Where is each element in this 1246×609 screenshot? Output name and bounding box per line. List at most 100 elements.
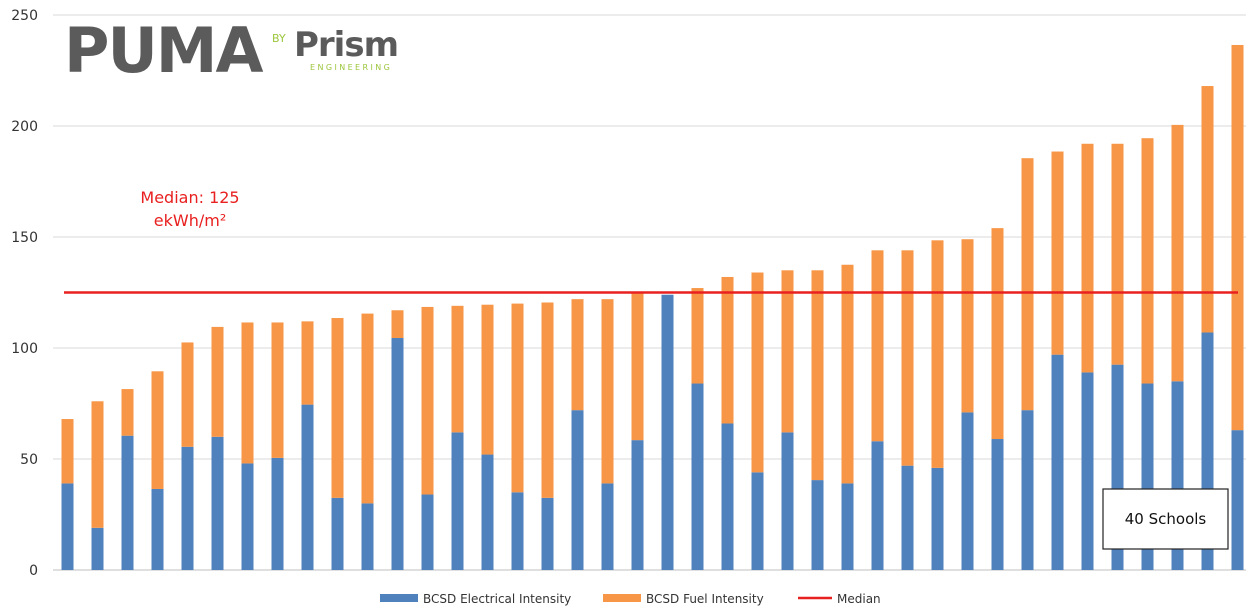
- bar-fuel-9: [301, 321, 314, 405]
- bar-fuel-25: [781, 270, 794, 433]
- legend-label-fuel: BCSD Fuel Intensity: [646, 592, 764, 606]
- legend-swatch-fuel: [603, 594, 641, 602]
- bar-electrical-15: [481, 454, 494, 570]
- bar-fuel-14: [451, 305, 464, 433]
- bar-fuel-27: [841, 264, 854, 484]
- bar-fuel-11: [361, 313, 374, 504]
- y-tick-label-250: 250: [11, 8, 38, 24]
- bar-fuel-12: [391, 310, 404, 339]
- legend: BCSD Electrical Intensity BCSD Fuel Inte…: [380, 592, 881, 606]
- bar-fuel-28: [871, 250, 884, 442]
- bar-fuel-34: [1051, 151, 1064, 355]
- bar-fuel-23: [721, 276, 734, 424]
- bar-electrical-19: [601, 483, 614, 570]
- y-tick-label-150: 150: [11, 230, 38, 246]
- bar-fuel-36: [1111, 143, 1124, 365]
- y-tick-label-200: 200: [11, 119, 38, 135]
- bar-electrical-14: [451, 432, 464, 570]
- bar-electrical-32: [991, 439, 1004, 570]
- logo-by-text: BY: [272, 32, 286, 45]
- legend-label-electrical: BCSD Electrical Intensity: [423, 592, 571, 606]
- bar-electrical-10: [331, 497, 344, 570]
- bar-fuel-24: [751, 272, 764, 473]
- bar-electrical-16: [511, 492, 524, 570]
- bar-fuel-16: [511, 303, 524, 493]
- bar-fuel-3: [121, 389, 134, 436]
- bars: [61, 44, 1244, 570]
- bar-electrical-22: [691, 383, 704, 570]
- bar-fuel-37: [1141, 138, 1154, 384]
- bar-electrical-23: [721, 423, 734, 570]
- legend-swatch-electrical: [380, 594, 418, 602]
- bar-electrical-1: [61, 483, 74, 570]
- school-count-label: 40 Schools: [1125, 510, 1207, 528]
- bar-fuel-8: [271, 322, 284, 458]
- bar-fuel-7: [241, 322, 254, 464]
- bar-fuel-38: [1171, 124, 1184, 382]
- bar-electrical-9: [301, 404, 314, 570]
- bar-fuel-1: [61, 419, 74, 484]
- bar-electrical-33: [1021, 410, 1034, 570]
- median-annotation-line2: ekWh/m²: [154, 211, 226, 230]
- legend-label-median: Median: [837, 592, 881, 606]
- bar-electrical-34: [1051, 354, 1064, 570]
- school-count-box: 40 Schools: [1102, 488, 1229, 550]
- bar-electrical-28: [871, 441, 884, 570]
- logo-prism-text: Prism: [294, 25, 398, 65]
- bar-fuel-29: [901, 250, 914, 466]
- bar-electrical-3: [121, 435, 134, 570]
- bar-fuel-20: [631, 292, 644, 441]
- bar-fuel-32: [991, 228, 1004, 440]
- bar-fuel-13: [421, 306, 434, 495]
- bar-electrical-27: [841, 483, 854, 570]
- bar-fuel-33: [1021, 158, 1034, 411]
- bar-electrical-6: [211, 436, 224, 570]
- logo-engineering-text: ENGINEERING: [310, 63, 392, 72]
- bar-fuel-35: [1081, 143, 1094, 373]
- bar-fuel-5: [181, 342, 194, 447]
- bar-electrical-8: [271, 457, 284, 570]
- bar-electrical-17: [541, 497, 554, 570]
- bar-fuel-30: [931, 240, 944, 468]
- bar-fuel-18: [571, 299, 584, 411]
- bar-electrical-2: [91, 527, 104, 570]
- bar-fuel-40: [1231, 44, 1244, 431]
- bar-fuel-22: [691, 288, 704, 384]
- bar-electrical-4: [151, 488, 164, 570]
- school-count-border: [1102, 488, 1229, 550]
- bar-fuel-10: [331, 318, 344, 498]
- bar-electrical-12: [391, 338, 404, 570]
- bar-fuel-15: [481, 304, 494, 455]
- bar-electrical-24: [751, 472, 764, 570]
- bar-fuel-4: [151, 371, 164, 489]
- bar-electrical-20: [631, 440, 644, 570]
- median-annotation-line1: Median: 125: [140, 188, 239, 207]
- y-tick-label-0: 0: [29, 563, 38, 579]
- y-tick-label-100: 100: [11, 341, 38, 357]
- bar-electrical-5: [181, 446, 194, 570]
- bar-fuel-17: [541, 302, 554, 498]
- bar-electrical-21: [661, 294, 674, 570]
- bar-electrical-18: [571, 410, 584, 570]
- y-tick-label-50: 50: [20, 452, 38, 468]
- logo-puma-text: PUMA: [64, 14, 263, 87]
- bar-electrical-30: [931, 467, 944, 570]
- bar-electrical-25: [781, 432, 794, 570]
- y-axis-ticks: 0 50 100 150 200 250: [11, 8, 38, 579]
- bar-fuel-39: [1201, 86, 1214, 333]
- bar-electrical-13: [421, 494, 434, 570]
- bar-fuel-2: [91, 401, 104, 528]
- bar-electrical-26: [811, 480, 824, 570]
- bar-electrical-40: [1231, 430, 1244, 570]
- bar-electrical-29: [901, 465, 914, 570]
- bar-fuel-6: [211, 326, 224, 437]
- bar-electrical-31: [961, 412, 974, 570]
- bar-electrical-35: [1081, 372, 1094, 570]
- bar-electrical-11: [361, 503, 374, 570]
- bar-fuel-19: [601, 299, 614, 484]
- puma-prism-logo: PUMA BY Prism ENGINEERING: [64, 14, 399, 87]
- bar-electrical-7: [241, 463, 254, 570]
- bar-fuel-31: [961, 239, 974, 413]
- bar-fuel-26: [811, 270, 824, 481]
